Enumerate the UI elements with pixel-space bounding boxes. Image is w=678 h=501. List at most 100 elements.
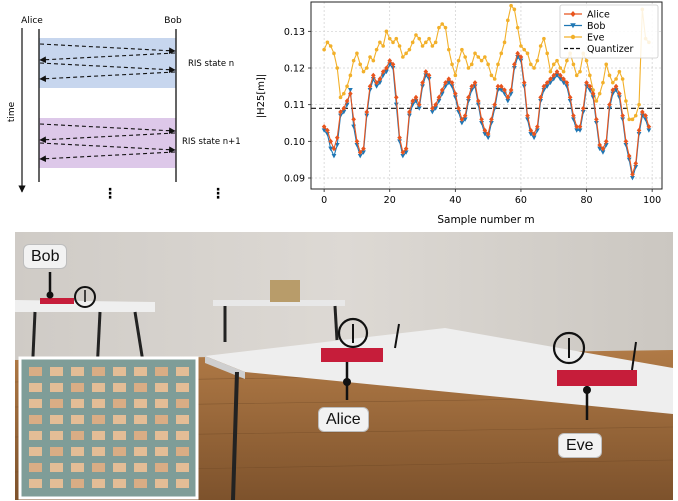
- point-bob: [498, 88, 504, 93]
- point-eve: [578, 69, 582, 74]
- point-eve: [551, 62, 556, 67]
- point-eve: [496, 62, 500, 67]
- point-alice: [410, 98, 415, 104]
- point-alice: [387, 58, 393, 64]
- point-alice: [505, 94, 511, 100]
- point-eve: [443, 25, 448, 30]
- point-alice: [640, 109, 645, 115]
- point-alice: [334, 135, 340, 141]
- point-eve: [424, 40, 428, 45]
- point-eve: [328, 44, 333, 48]
- point-alice: [341, 105, 347, 111]
- point-eve: [594, 99, 599, 103]
- point-alice: [400, 149, 406, 155]
- point-bob: [561, 80, 566, 86]
- ris-element: [92, 431, 105, 440]
- point-eve: [361, 69, 366, 74]
- point-eve: [509, 3, 513, 8]
- point-alice: [475, 98, 481, 104]
- ris-element: [176, 367, 189, 376]
- point-bob: [505, 99, 511, 104]
- ris-element: [29, 399, 42, 408]
- point-alice: [567, 94, 573, 100]
- point-bob: [347, 88, 353, 93]
- point-bob: [564, 84, 570, 89]
- point-bob: [377, 80, 383, 86]
- point-eve: [492, 77, 497, 81]
- point-eve: [440, 22, 445, 26]
- point-eve: [617, 69, 622, 74]
- point-bob: [639, 113, 645, 119]
- point-eve: [528, 62, 533, 67]
- point-eve: [378, 40, 382, 45]
- point-eve: [561, 69, 566, 74]
- ris-element: [50, 367, 63, 376]
- ris-board: [270, 280, 300, 302]
- point-eve: [502, 40, 507, 45]
- point-bob: [485, 135, 491, 141]
- ris-element: [155, 431, 168, 440]
- point-eve: [545, 51, 549, 56]
- legend-label: Bob: [587, 21, 605, 32]
- ris-element: [134, 383, 147, 392]
- point-alice: [344, 98, 350, 104]
- x-tick-label: 40: [449, 195, 461, 206]
- ris-element: [29, 367, 42, 376]
- point-eve: [453, 73, 458, 78]
- point-alice: [466, 94, 471, 100]
- point-eve: [604, 62, 609, 67]
- point-bob: [610, 91, 616, 97]
- point-alice: [577, 124, 583, 130]
- point-eve: [584, 58, 589, 63]
- point-bob: [393, 102, 399, 108]
- point-alice: [515, 50, 520, 56]
- point-alice: [587, 83, 593, 89]
- ris-element: [155, 367, 168, 376]
- point-alice: [636, 127, 642, 133]
- point-alice: [380, 69, 386, 75]
- point-eve: [630, 117, 635, 122]
- point-eve: [374, 47, 379, 52]
- point-eve: [410, 40, 415, 45]
- x-tick-label: 60: [515, 195, 527, 206]
- point-bob: [374, 84, 380, 89]
- point-bob: [341, 110, 347, 115]
- point-eve: [542, 36, 546, 41]
- legend-box: [559, 4, 659, 59]
- point-eve: [532, 66, 536, 70]
- point-alice: [607, 102, 612, 108]
- point-alice: [643, 113, 648, 119]
- point-eve: [522, 47, 527, 52]
- point-eve: [358, 62, 363, 67]
- point-bob: [623, 143, 629, 148]
- ris-element: [71, 447, 84, 456]
- point-eve: [322, 47, 326, 52]
- point-bob: [334, 143, 340, 148]
- alice-tag: Alice: [318, 407, 369, 432]
- ris-element: [71, 463, 84, 472]
- point-alice: [407, 109, 412, 115]
- ris-element: [92, 463, 105, 472]
- ris-element: [176, 383, 189, 392]
- point-eve: [565, 58, 569, 63]
- point-eve: [437, 25, 441, 30]
- point-alice: [453, 91, 458, 97]
- point-eve: [610, 80, 615, 85]
- point-eve: [515, 25, 520, 30]
- point-bob: [328, 146, 334, 152]
- ris-element: [113, 447, 126, 456]
- ris-element: [71, 383, 84, 392]
- channel-magnitude-chart: 0 20 40 60 80 100 0.09 0.10 0.11 0.12 0.13 Sample …: [256, 1, 663, 226]
- point-eve: [483, 55, 487, 59]
- point-alice: [521, 80, 527, 86]
- point-alice: [443, 80, 448, 86]
- point-bob: [384, 69, 389, 75]
- point-alice: [544, 80, 550, 86]
- point-alice: [508, 87, 514, 93]
- point-alice: [538, 94, 543, 100]
- point-bob: [446, 80, 452, 86]
- point-eve: [548, 69, 553, 74]
- point-eve: [620, 77, 625, 81]
- ris-state-n-band: [39, 38, 176, 88]
- point-eve: [601, 80, 605, 85]
